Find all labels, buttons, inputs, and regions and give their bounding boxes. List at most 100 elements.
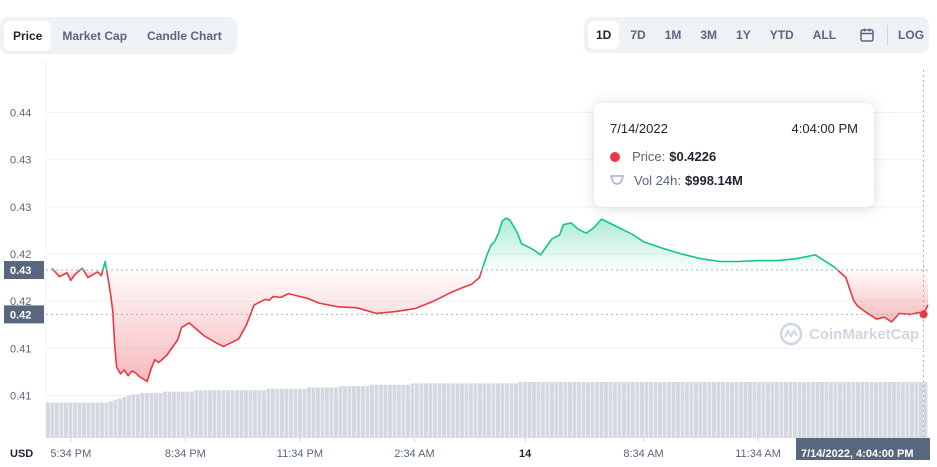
tooltip-vol-label: Vol 24h: [634,173,681,188]
volume-bar [901,382,905,438]
volume-bar [392,384,397,438]
volume-bar [136,394,140,438]
crosshair-date-tag-bg [796,438,930,460]
price-tooltip: 7/14/2022 4:04:00 PM Price: $0.4226 Vol … [594,103,874,207]
volume-bar [424,383,428,438]
volume-bar [496,383,500,438]
volume-bar [833,382,838,438]
volume-bar [919,382,923,438]
volume-bar [275,388,280,438]
range-7d[interactable]: 7D [630,28,646,42]
volume-bar [464,383,469,438]
volume-bar [635,382,640,438]
volume-bar [865,382,869,438]
reference-price-tag: 0.43 [10,265,31,277]
volume-bar [581,382,586,438]
volume-bar [730,382,734,438]
volume-bar [514,383,518,438]
tooltip-vol-value: $998.14M [685,173,743,188]
volume-bar [478,383,482,438]
volume-bar [325,387,329,438]
volume-bar [559,382,563,438]
volume-bar [172,391,176,438]
volume-bar [217,390,221,438]
volume-bar [307,387,311,438]
volume-bar [757,382,761,438]
volume-bar [293,388,298,438]
volume-bar [73,402,77,438]
watermark-text: CoinMarketCap [809,325,920,343]
volume-bar [59,402,64,438]
volume-bar [194,390,199,438]
log-scale-toggle[interactable]: LOG [898,28,925,42]
volume-bar [100,402,104,438]
volume-bar [383,384,388,438]
volume-bar [509,383,514,438]
volume-bar [64,402,68,438]
volume-bar [253,390,257,438]
volume-bar [91,402,95,438]
volume-bar [820,382,824,438]
volume-bar [82,402,86,438]
volume-bar [545,382,550,438]
volume-bar [298,388,302,438]
volume-bar [892,382,896,438]
volume-bar [595,382,599,438]
price-dot-icon [610,151,620,162]
volume-bar [838,382,842,438]
crosshair-price-tag-bg [4,305,44,324]
volume-bar [505,383,509,438]
volume-bar [221,390,226,438]
price-line-down [837,269,929,323]
x-tick-label: 11:34 PM [277,448,323,460]
range-1m[interactable]: 1M [664,28,682,42]
volume-bar [149,392,154,438]
tooltip-time: 4:04:00 PM [791,121,859,136]
volume-bar [590,382,595,438]
volume-bar [797,382,802,438]
volume-bar [455,383,460,438]
volume-bar [712,382,716,438]
volume-bar [248,390,253,438]
volume-bar [46,402,50,438]
volume-bar [878,382,883,438]
volume-bar [613,382,617,438]
volume-bar [640,382,644,438]
tab-price[interactable]: Price [4,20,52,51]
volume-bar [127,395,131,438]
range-ytd[interactable]: YTD [769,28,794,42]
calendar-icon[interactable] [859,26,877,44]
volume-bar [235,390,239,438]
volume-bar [802,382,806,438]
volume-bar [523,382,527,438]
range-1d[interactable]: 1D [588,21,620,49]
price-area-down [837,270,928,322]
price-line-down [52,269,81,282]
volume-bar [586,382,590,438]
volume-bar [334,387,338,438]
range-1y[interactable]: 1Y [736,28,751,42]
volume-bar [644,382,649,438]
volume-bar [604,382,608,438]
x-tick-label: 14 [519,448,532,460]
currency-label: USD [10,448,33,460]
tooltip-date: 7/14/2022 [610,121,668,136]
volume-bar [500,383,505,438]
volume-bar [676,382,680,438]
volume-bar [370,384,374,438]
range-all[interactable]: ALL [812,28,837,42]
volume-bar [815,382,820,438]
volume-bar [244,390,248,438]
range-3m[interactable]: 3M [700,28,718,42]
volume-bar [518,382,523,438]
tab-candle-chart[interactable]: Candle Chart [147,28,222,43]
volume-bar [347,386,352,438]
volume-bar [406,384,410,438]
volume-bar [415,383,419,438]
volume-bar [280,388,284,438]
x-tick-label: 2:34 AM [394,448,434,460]
volume-bar [262,390,266,438]
tab-market-cap[interactable]: Market Cap [62,28,128,43]
volume-bar [284,388,289,438]
